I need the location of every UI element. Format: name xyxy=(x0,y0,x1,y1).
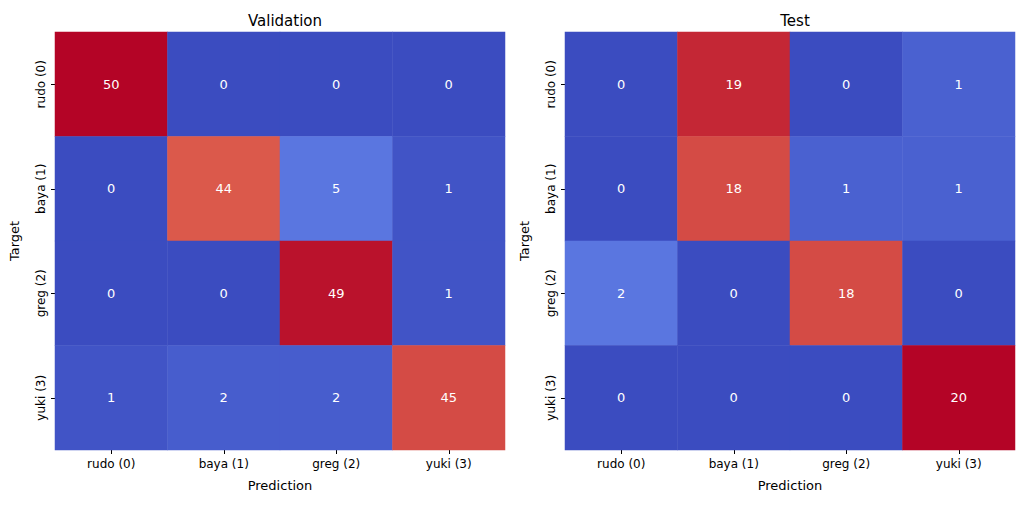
svg-text:1: 1 xyxy=(107,390,115,405)
svg-text:0: 0 xyxy=(955,286,963,301)
svg-text:44: 44 xyxy=(215,181,232,196)
svg-text:Prediction: Prediction xyxy=(248,478,313,493)
svg-text:rudo (0): rudo (0) xyxy=(87,457,135,471)
svg-text:2: 2 xyxy=(617,286,625,301)
svg-text:0: 0 xyxy=(107,286,115,301)
svg-text:baya (1): baya (1) xyxy=(34,164,48,214)
svg-text:1: 1 xyxy=(445,286,453,301)
svg-text:49: 49 xyxy=(328,286,345,301)
svg-text:0: 0 xyxy=(617,390,625,405)
svg-text:rudo (0): rudo (0) xyxy=(597,457,645,471)
svg-text:0: 0 xyxy=(445,77,453,92)
svg-text:greg (2): greg (2) xyxy=(822,457,870,471)
svg-text:20: 20 xyxy=(950,390,967,405)
svg-text:5: 5 xyxy=(332,181,340,196)
svg-text:baya (1): baya (1) xyxy=(709,457,759,471)
svg-text:45: 45 xyxy=(440,390,457,405)
svg-text:yuki (3): yuki (3) xyxy=(426,457,472,471)
svg-text:Validation: Validation xyxy=(248,12,322,30)
svg-text:greg (2): greg (2) xyxy=(34,269,48,317)
svg-text:0: 0 xyxy=(107,181,115,196)
svg-text:1: 1 xyxy=(955,181,963,196)
svg-text:Target: Target xyxy=(7,221,22,262)
svg-text:1: 1 xyxy=(955,77,963,92)
svg-text:yuki (3): yuki (3) xyxy=(34,375,48,421)
svg-text:yuki (3): yuki (3) xyxy=(544,375,558,421)
svg-text:greg (2): greg (2) xyxy=(544,269,558,317)
svg-text:Target: Target xyxy=(517,221,532,262)
svg-text:Test: Test xyxy=(779,12,810,30)
svg-text:Prediction: Prediction xyxy=(758,478,823,493)
svg-text:0: 0 xyxy=(617,77,625,92)
svg-text:0: 0 xyxy=(220,77,228,92)
svg-text:18: 18 xyxy=(838,286,855,301)
svg-text:greg (2): greg (2) xyxy=(312,457,360,471)
svg-text:0: 0 xyxy=(842,390,850,405)
svg-text:0: 0 xyxy=(842,77,850,92)
svg-text:0: 0 xyxy=(332,77,340,92)
svg-text:0: 0 xyxy=(730,286,738,301)
svg-text:1: 1 xyxy=(445,181,453,196)
svg-text:0: 0 xyxy=(730,390,738,405)
svg-text:baya (1): baya (1) xyxy=(199,457,249,471)
svg-text:rudo (0): rudo (0) xyxy=(544,60,558,108)
svg-text:2: 2 xyxy=(220,390,228,405)
svg-text:19: 19 xyxy=(725,77,742,92)
svg-text:0: 0 xyxy=(220,286,228,301)
svg-text:yuki (3): yuki (3) xyxy=(936,457,982,471)
svg-text:18: 18 xyxy=(725,181,742,196)
svg-text:baya (1): baya (1) xyxy=(544,164,558,214)
svg-text:2: 2 xyxy=(332,390,340,405)
svg-text:1: 1 xyxy=(842,181,850,196)
svg-text:50: 50 xyxy=(103,77,120,92)
svg-text:0: 0 xyxy=(617,181,625,196)
svg-text:rudo (0): rudo (0) xyxy=(34,60,48,108)
